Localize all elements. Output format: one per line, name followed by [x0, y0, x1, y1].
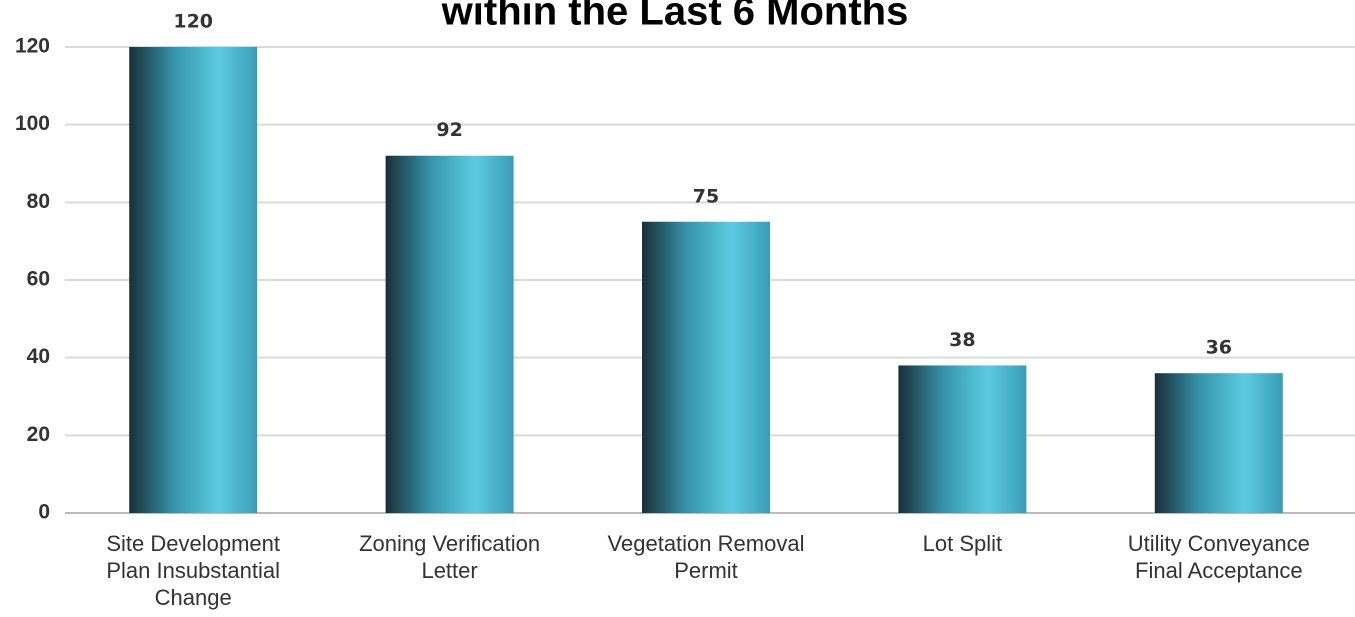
bar [385, 155, 514, 513]
x-tick-label: Vegetation Removal Permit [607, 531, 805, 583]
x-tick-label: Utility Conveyance Final Acceptance [1127, 531, 1310, 583]
y-tick-label: 60 [27, 268, 50, 291]
y-tick-label: 0 [38, 501, 50, 524]
value-label: 75 [693, 185, 719, 207]
chart-title: within the Last 6 Months [441, 0, 909, 34]
y-tick-label: 80 [27, 190, 50, 213]
bar [898, 365, 1027, 513]
x-tick-label: Zoning Verification Letter [359, 531, 541, 583]
bar [129, 47, 258, 513]
value-label: 38 [949, 329, 975, 351]
x-tick-label: Site Development Plan Insubstantial Chan… [106, 531, 281, 610]
y-tick-label: 120 [15, 35, 50, 58]
x-tick-label: Lot Split [922, 531, 1003, 556]
value-label: 36 [1206, 337, 1232, 359]
y-tick-label: 100 [15, 112, 50, 135]
value-label: 92 [436, 119, 462, 141]
bar [1154, 373, 1283, 513]
bar [642, 221, 770, 513]
y-tick-label: 40 [27, 345, 50, 368]
value-label: 120 [173, 11, 213, 33]
y-tick-label: 20 [27, 423, 50, 446]
